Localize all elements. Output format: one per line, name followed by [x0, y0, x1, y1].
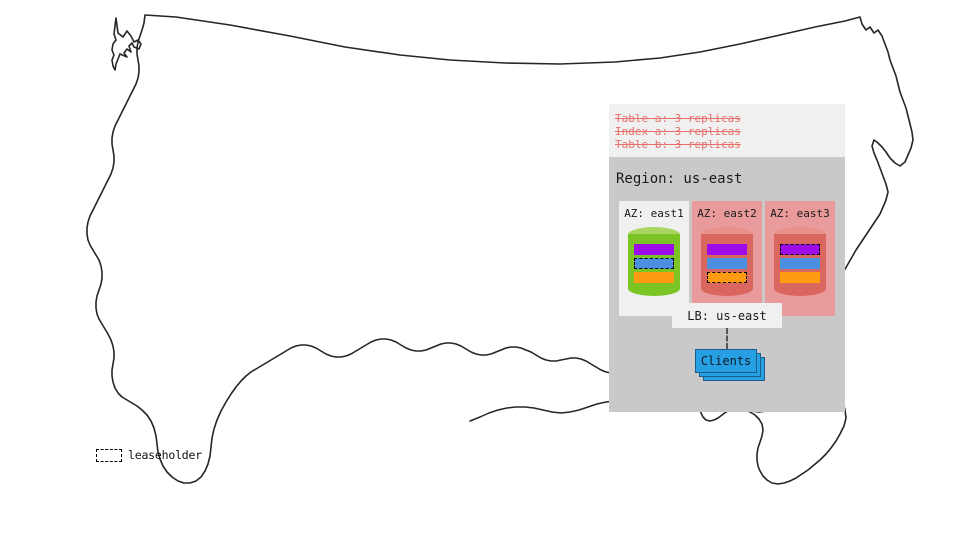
range-table-a-east1	[634, 244, 674, 255]
replica-note: Table a: 3 replicas Index a: 3 replicas …	[609, 104, 845, 157]
legend-label: leaseholder	[128, 448, 202, 462]
range-index-a-east3	[780, 258, 820, 269]
range-table-b-east1	[634, 272, 674, 283]
node-cylinder-east2	[701, 227, 753, 296]
node-cylinder-east3	[774, 227, 826, 296]
range-table-a-east3	[780, 244, 820, 255]
node-cylinder-east1	[628, 227, 680, 296]
client-card-front: Clients	[695, 349, 757, 373]
clients-label: Clients	[700, 354, 752, 368]
load-balancer-label: LB: us-east	[687, 308, 767, 323]
replica-note-line-1: Table a: 3 replicas	[615, 112, 741, 125]
region-title: Region: us-east	[616, 171, 743, 187]
lb-clients-connector	[726, 328, 728, 349]
region-panel: Table a: 3 replicas Index a: 3 replicas …	[609, 104, 845, 412]
range-stack-east2	[707, 244, 747, 283]
dashed-rect-icon	[96, 448, 122, 462]
load-balancer-box[interactable]: LB: us-east	[672, 303, 782, 328]
clients-stack[interactable]: Clients	[695, 349, 767, 383]
range-stack-east1	[634, 244, 674, 283]
us-border-path	[86, 14, 914, 485]
region-body: Region: us-east AZ: east1	[609, 157, 845, 412]
range-table-b-east3	[780, 272, 820, 283]
az-box-east2[interactable]: AZ: east2	[692, 201, 762, 316]
range-stack-east3	[780, 244, 820, 283]
replica-note-line-3: Table b: 3 replicas	[615, 138, 741, 151]
az-box-east1[interactable]: AZ: east1	[619, 201, 689, 316]
range-table-a-east2	[707, 244, 747, 255]
az-label-east1: AZ: east1	[624, 207, 684, 220]
az-label-east2: AZ: east2	[697, 207, 757, 220]
az-box-east3[interactable]: AZ: east3	[765, 201, 835, 316]
az-label-east3: AZ: east3	[770, 207, 830, 220]
range-index-a-east2	[707, 258, 747, 269]
range-index-a-east1	[634, 258, 674, 269]
replica-note-line-2: Index a: 3 replicas	[615, 125, 741, 138]
availability-zone-row: AZ: east1 AZ: east2	[619, 201, 835, 316]
range-table-b-east2	[707, 272, 747, 283]
legend: leaseholder	[96, 448, 202, 462]
